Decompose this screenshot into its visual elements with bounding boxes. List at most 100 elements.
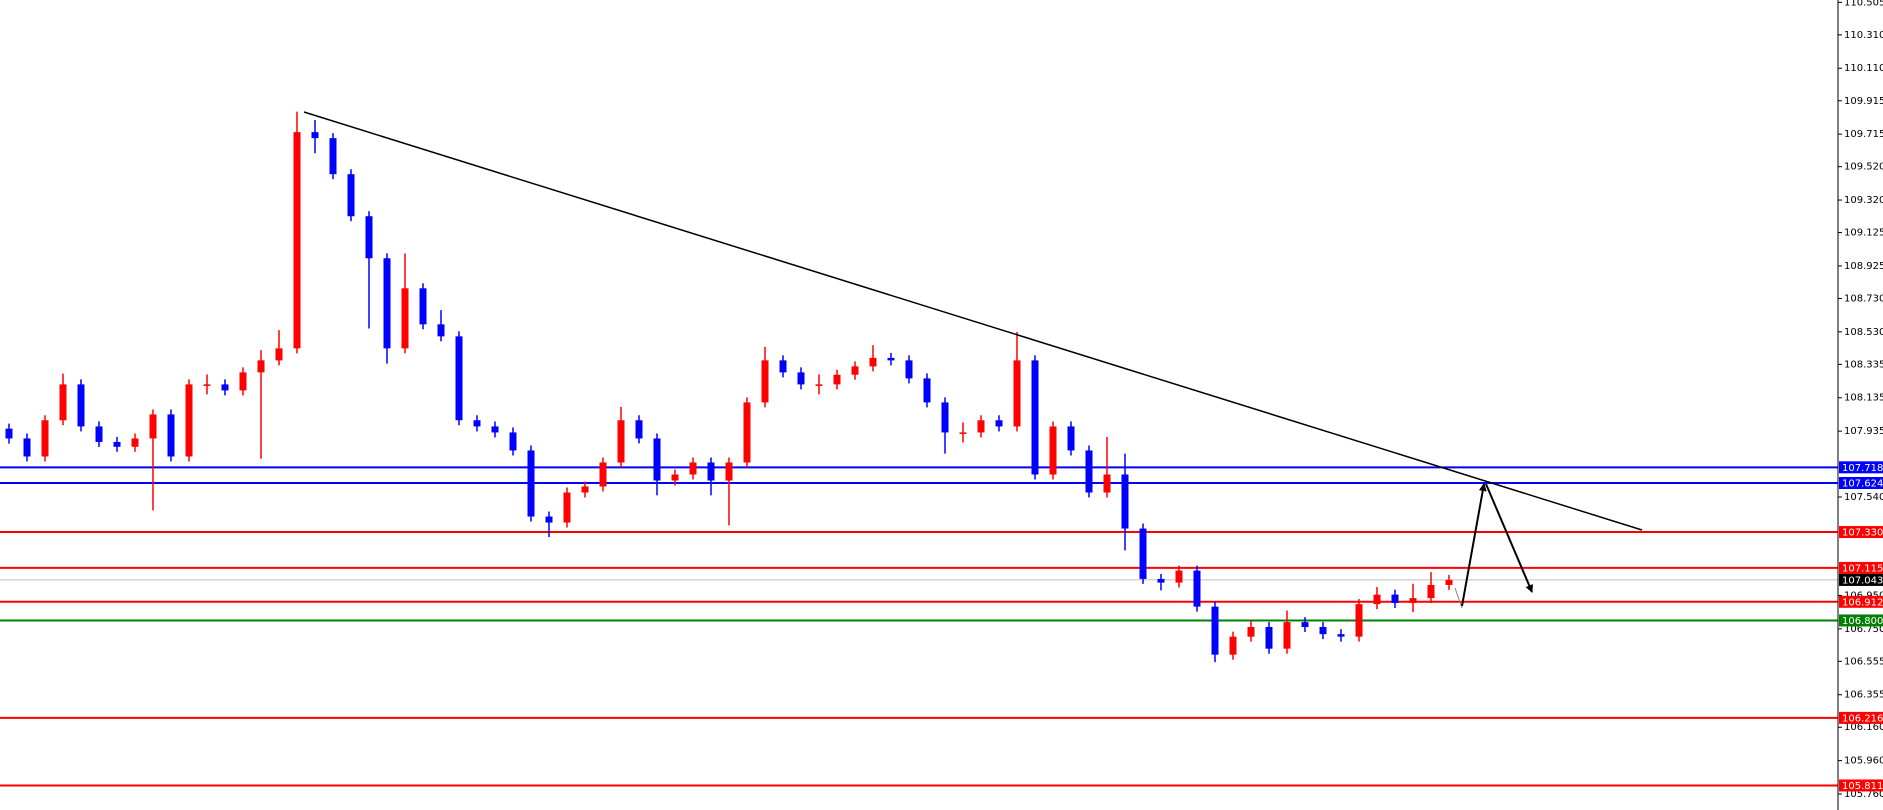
y-tick-label: 106.555 (1844, 656, 1883, 667)
candle-body (635, 420, 643, 439)
level-tag-label: 106.800 (1842, 616, 1883, 627)
candle-body (401, 288, 409, 349)
candle-body (905, 360, 913, 379)
candle-body (977, 420, 985, 433)
trendline (303, 111, 1643, 531)
candle-body (671, 474, 679, 481)
level-tag-label: 106.216 (1842, 713, 1883, 724)
y-tick-label: 108.730 (1844, 293, 1883, 304)
y-tick-label: 109.125 (1844, 228, 1883, 239)
level-tag-label: 106.912 (1842, 597, 1883, 608)
candle-body (329, 138, 337, 175)
candle-body (383, 258, 391, 349)
level-tag-label: 107.043 (1842, 575, 1883, 586)
y-tick-label: 109.320 (1844, 195, 1883, 206)
y-tick-label: 105.960 (1844, 756, 1883, 767)
y-tick-label: 108.335 (1844, 359, 1883, 370)
candle-body (1319, 626, 1327, 635)
candle-body (113, 441, 121, 447)
candle-body (707, 462, 715, 481)
candles (5, 111, 1453, 663)
candle-body (239, 372, 247, 391)
candle-body (689, 462, 697, 475)
y-tick-label: 110.310 (1844, 30, 1883, 41)
y-tick-label: 108.925 (1844, 261, 1883, 272)
candle-body (1373, 594, 1381, 605)
candle-body (869, 357, 877, 367)
y-tick-label: 108.135 (1844, 393, 1883, 404)
candle-body (779, 360, 787, 373)
candle-body (1067, 426, 1075, 451)
candle-body (509, 432, 517, 451)
candle-body (1049, 426, 1057, 475)
candle-body (1193, 570, 1201, 607)
candle-body (1391, 594, 1399, 603)
candle-body (797, 372, 805, 385)
candle-body (1211, 606, 1219, 655)
candle-body (1427, 584, 1435, 599)
candle-body (959, 432, 967, 434)
candle-body (491, 426, 499, 433)
candle-body (1121, 474, 1129, 529)
candle-body (1337, 634, 1345, 637)
y-tick-label: 106.160 (1844, 722, 1883, 733)
level-tag (1839, 573, 1883, 586)
candle-body (149, 414, 157, 439)
candle-body (365, 216, 373, 259)
candle-body (347, 174, 355, 217)
candle-body (887, 357, 895, 361)
candle-body (617, 420, 625, 463)
candle-body (725, 462, 733, 481)
y-tick-label: 110.110 (1844, 63, 1883, 74)
candle-body (1139, 528, 1147, 579)
level-tag-label: 105.811 (1842, 781, 1883, 792)
candle-body (293, 132, 301, 349)
candle-body (1247, 626, 1255, 637)
y-tick-label: 109.915 (1844, 96, 1883, 107)
projection-start (1454, 587, 1463, 609)
candle-body (527, 450, 535, 517)
levels (0, 466, 1838, 787)
candle-body (95, 426, 103, 442)
level-tag-label: 107.115 (1842, 563, 1883, 574)
candle-body (1031, 360, 1039, 475)
candle-body (1265, 626, 1273, 649)
y-tick-label: 106.355 (1844, 690, 1883, 701)
candle-body (257, 360, 265, 373)
level-tag (1839, 461, 1883, 474)
candle-body (203, 384, 211, 386)
projection-arrow-down (1485, 483, 1533, 593)
candle-body (59, 384, 67, 421)
candle-body (761, 360, 769, 403)
candle-body (1085, 450, 1093, 493)
candle-body (545, 516, 553, 523)
candle-body (923, 378, 931, 403)
level-tag-label: 107.624 (1842, 478, 1883, 489)
candle-body (311, 132, 319, 139)
level-tag (1839, 779, 1883, 792)
candle-body (41, 420, 49, 457)
candle-body (419, 288, 427, 325)
candle-body (851, 366, 859, 375)
level-tag (1839, 561, 1883, 574)
candle-body (185, 384, 193, 457)
level-tag (1839, 526, 1883, 539)
candle-body (599, 462, 607, 487)
candle-body (275, 348, 283, 361)
candle-body (653, 438, 661, 481)
candle-body (23, 438, 31, 457)
candle-body (1283, 622, 1291, 649)
candle-body (1301, 622, 1309, 627)
candle-body (1157, 578, 1165, 583)
level-tag (1839, 711, 1883, 724)
y-tick-label: 110.505 (1844, 0, 1883, 8)
level-tag (1839, 476, 1883, 489)
level-tag-label: 107.330 (1842, 528, 1883, 539)
candle-body (473, 420, 481, 427)
candle-body (815, 384, 823, 386)
candle-body (5, 428, 13, 439)
level-tag (1839, 614, 1883, 627)
